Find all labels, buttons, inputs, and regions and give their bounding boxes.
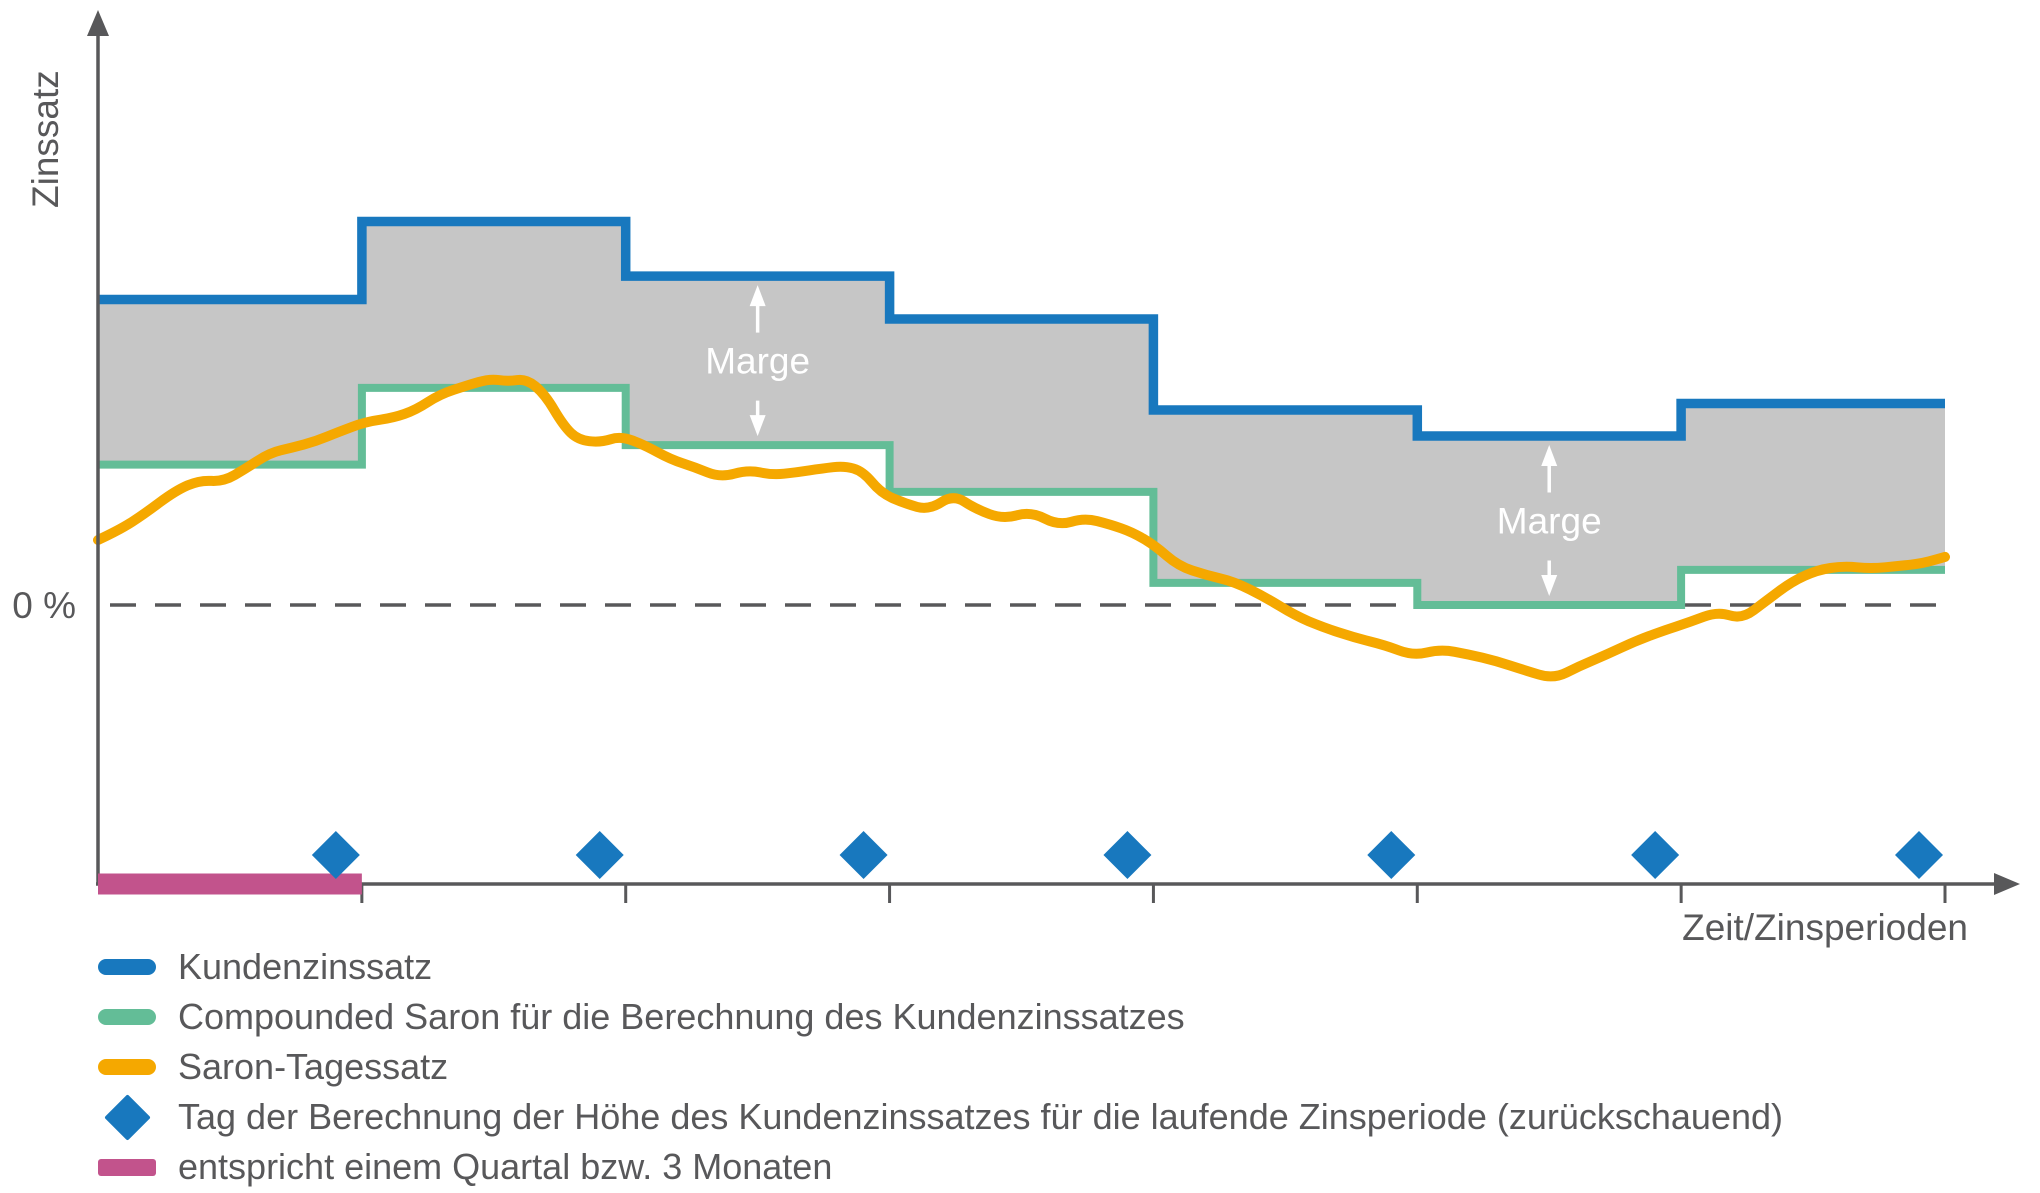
legend-item-compounded-saron: Compounded Saron für die Berechnung des … xyxy=(98,992,1783,1042)
marge-band xyxy=(98,221,1945,605)
compounded-saron-line-swatch xyxy=(98,1009,156,1025)
marge-annotation-label: Marge xyxy=(1497,501,1602,542)
marge-up-arrow-icon xyxy=(1541,445,1558,466)
marge-up-arrow-icon xyxy=(749,285,766,307)
calculation-day-marker xyxy=(1367,831,1416,879)
compounded-saron-line xyxy=(98,383,1945,609)
x-axis-arrow-icon xyxy=(1994,873,2020,895)
calculation-day-marker xyxy=(1103,831,1152,879)
marge-annotation-label: Marge xyxy=(705,341,810,382)
zero-percent-label: 0 % xyxy=(12,585,76,626)
saron-tagessatz-line xyxy=(93,374,1950,682)
saron-tagessatz-line-swatch xyxy=(98,1059,156,1075)
legend-label-compounded-saron: Compounded Saron für die Berechnung des … xyxy=(178,996,1185,1037)
swatch-slot xyxy=(98,1059,156,1075)
legend-label-berechnungstag: Tag der Berechnung der Höhe des Kundenzi… xyxy=(178,1096,1783,1137)
legend-item-saron-tagessatz: Saron-Tagessatz xyxy=(98,1042,1783,1092)
legend-item-berechnungstag: Tag der Berechnung der Höhe des Kundenzi… xyxy=(98,1092,1783,1142)
swatch-slot xyxy=(98,1009,156,1025)
chart-legend: Kundenzinssatz Compounded Saron für die … xyxy=(98,942,1783,1192)
y-axis-label: Zinssatz xyxy=(25,70,66,208)
x-axis-label: Zeit/Zinsperioden xyxy=(1682,907,1968,948)
legend-item-quartal: entspricht einem Quartal bzw. 3 Monaten xyxy=(98,1142,1783,1192)
kundenzinssatz-line-swatch xyxy=(98,959,156,975)
calculation-day-marker xyxy=(1895,831,1943,879)
legend-label-saron-tagessatz: Saron-Tagessatz xyxy=(178,1046,449,1087)
calculation-day-marker xyxy=(839,831,888,879)
legend-label-kundenzinssatz: Kundenzinssatz xyxy=(178,946,433,987)
calculation-day-marker xyxy=(1631,831,1680,879)
y-axis-arrow-icon xyxy=(87,10,109,36)
kundenzinssatz-line xyxy=(98,216,1945,441)
calculation-day-marker xyxy=(575,831,624,879)
swatch-slot xyxy=(98,1093,156,1141)
calculation-day-diamond-icon xyxy=(103,1093,151,1141)
swatch-slot xyxy=(98,959,156,975)
legend-label-quartal: entspricht einem Quartal bzw. 3 Monaten xyxy=(178,1146,833,1187)
quarter-bar xyxy=(98,873,362,895)
legend-item-kundenzinssatz: Kundenzinssatz xyxy=(98,942,1783,992)
quarter-bar-swatch xyxy=(98,1158,156,1176)
swatch-slot xyxy=(98,1158,156,1176)
marge-down-arrow-icon xyxy=(1541,575,1558,596)
calculation-day-marker xyxy=(311,831,360,879)
marge-down-arrow-icon xyxy=(749,415,766,437)
